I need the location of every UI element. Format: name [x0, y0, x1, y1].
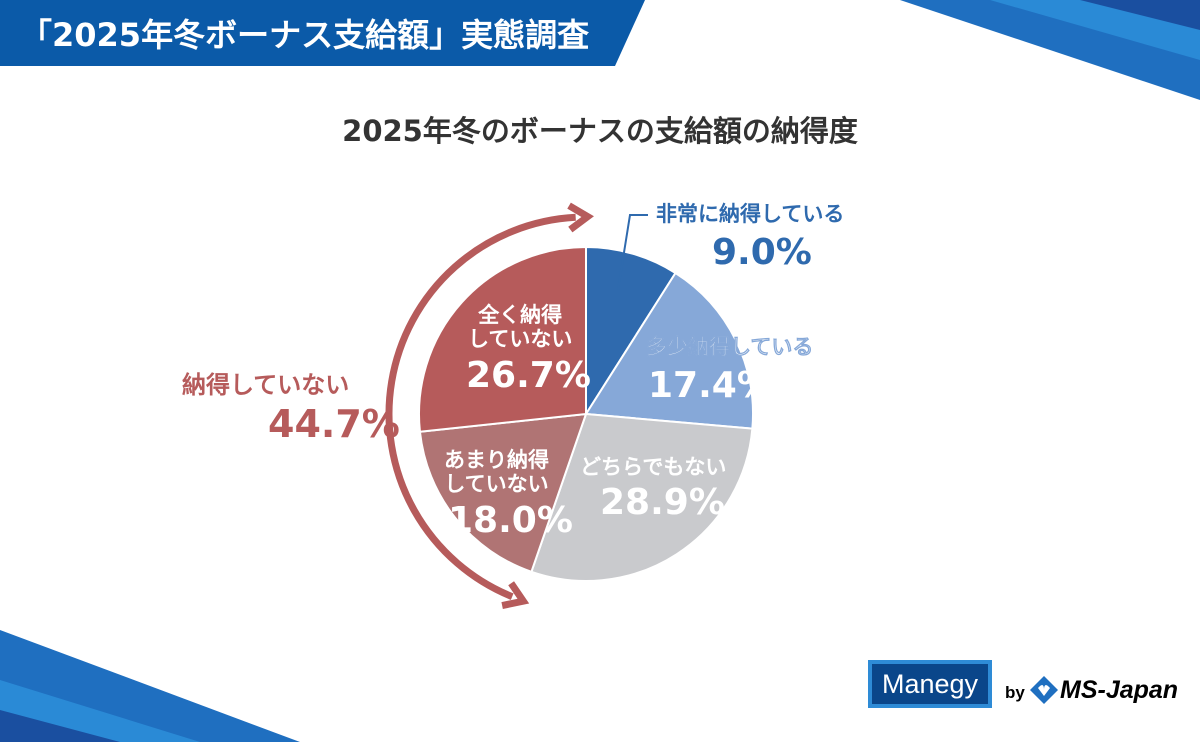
label-line: 全く納得 — [478, 303, 563, 327]
label-line: していない — [468, 327, 573, 352]
pie-slice-0 — [585, 245, 677, 418]
pct-somewhat-satisfied: 17.4% — [648, 365, 773, 406]
label-somewhat-satisfied: 多少納得している — [646, 335, 814, 360]
manegy-logo: Manegy — [872, 664, 988, 704]
banner-title: 「2025年冬ボーナス支給額」実態調査 — [20, 16, 590, 54]
pie-slice-2 — [530, 412, 754, 582]
group-label: 納得していない — [182, 371, 350, 399]
label-not-at-all: 全く納得 していない — [468, 303, 572, 351]
label-line: していない — [444, 472, 549, 497]
pct-neutral: 28.9% — [600, 482, 725, 523]
pct-not-at-all: 26.7% — [466, 355, 591, 396]
header-banner: 「2025年冬ボーナス支給額」実態調査 — [0, 0, 645, 66]
pie-slice-4 — [418, 245, 587, 433]
label-line: あまり納得 — [444, 448, 549, 472]
label-very-satisfied: 非常に納得している — [656, 202, 845, 226]
label-neutral: どちらでもない — [580, 455, 727, 479]
ms-japan-logo: MS-Japan — [1060, 676, 1179, 704]
arrow-head-icon — [501, 581, 530, 609]
pie-slice-3 — [418, 412, 588, 574]
pie-slice-1 — [584, 271, 754, 430]
leader-line — [617, 214, 648, 291]
arrow-head-icon — [567, 202, 594, 233]
by-text: by — [1005, 683, 1025, 702]
group-pct: 44.7% — [268, 402, 400, 446]
chart-title: 2025年冬のボーナスの支給額の納得度 — [342, 114, 858, 148]
group-arrow — [385, 213, 576, 600]
pct-not-very: 18.0% — [448, 500, 573, 541]
label-not-very: あまり納得 していない — [444, 448, 549, 496]
pct-very-satisfied: 9.0% — [712, 232, 812, 273]
